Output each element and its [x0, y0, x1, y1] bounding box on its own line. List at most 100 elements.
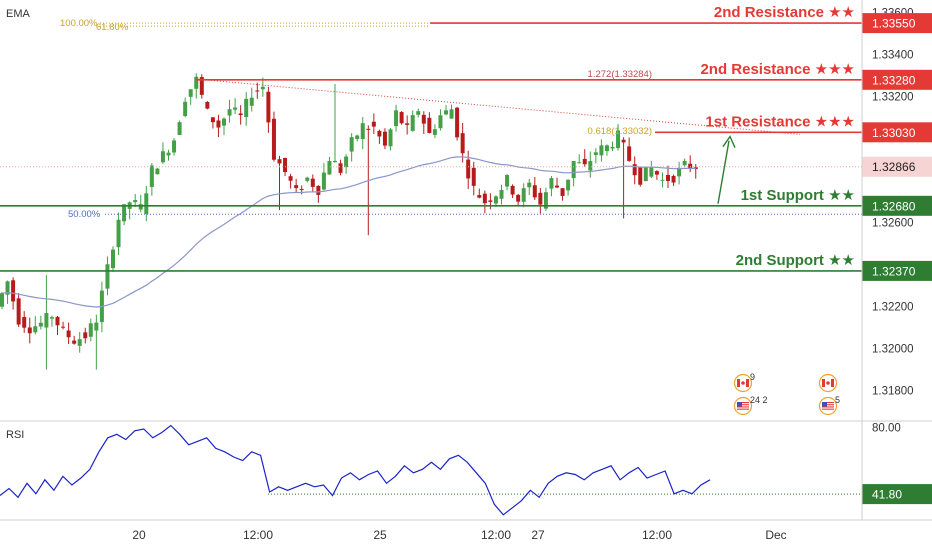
candle-body[interactable]	[621, 139, 626, 143]
ema-indicator-label[interactable]: EMA	[6, 8, 31, 20]
candle-body[interactable]	[0, 293, 4, 307]
candle-body[interactable]	[61, 326, 66, 328]
candle-body[interactable]	[666, 174, 670, 181]
candle-body[interactable]	[538, 192, 543, 205]
candle-body[interactable]	[11, 280, 16, 302]
price-pane[interactable]: 1.33400 1.33200 1.32600 1.32200 1.32000 1.318…	[0, 4, 932, 416]
candle-body[interactable]	[638, 167, 643, 185]
candle-body[interactable]	[333, 160, 337, 163]
candle-body[interactable]	[532, 185, 537, 198]
candle-body[interactable]	[371, 121, 376, 127]
candle-body[interactable]	[405, 123, 410, 125]
candle-body[interactable]	[16, 298, 21, 325]
candle-body[interactable]	[449, 109, 454, 119]
candle-body[interactable]	[477, 195, 482, 198]
candle-body[interactable]	[166, 152, 171, 156]
candle-body[interactable]	[338, 163, 343, 173]
candle-body[interactable]	[627, 146, 632, 161]
candle-body[interactable]	[488, 200, 493, 202]
candle-body[interactable]	[394, 110, 399, 127]
candle-body[interactable]	[616, 130, 621, 149]
candle-body[interactable]	[33, 326, 38, 333]
candle-body[interactable]	[482, 193, 487, 204]
candle-body[interactable]	[377, 130, 382, 137]
candle-body[interactable]	[599, 145, 604, 156]
candle-body[interactable]	[549, 178, 554, 189]
candle-body[interactable]	[516, 194, 521, 202]
candle-body[interactable]	[416, 111, 421, 115]
candle-body[interactable]	[682, 160, 687, 166]
candle-body[interactable]	[510, 185, 515, 195]
candle-body[interactable]	[582, 158, 587, 165]
canada-event-icon[interactable]	[818, 373, 838, 393]
candle-body[interactable]	[543, 192, 548, 209]
candle-body[interactable]	[466, 159, 471, 179]
candle-body[interactable]	[233, 107, 238, 110]
candle-body[interactable]	[632, 164, 637, 176]
candle-body[interactable]	[288, 176, 293, 181]
candle-body[interactable]	[72, 340, 77, 344]
projection-arrow[interactable]	[717, 140, 730, 204]
candle-body[interactable]	[210, 117, 215, 123]
candle-body[interactable]	[560, 188, 565, 196]
candle-body[interactable]	[172, 140, 177, 153]
candle-body[interactable]	[421, 114, 426, 124]
candle-body[interactable]	[5, 281, 10, 295]
candle-body[interactable]	[216, 120, 221, 128]
time-axis[interactable]: 20 12:00 25 12:00 27 12:00 Dec	[132, 528, 786, 542]
candle-body[interactable]	[249, 97, 254, 106]
candle-body[interactable]	[266, 91, 271, 123]
candle-body[interactable]	[493, 196, 498, 204]
candle-body[interactable]	[77, 339, 82, 346]
candle-body[interactable]	[155, 168, 160, 175]
candle-body[interactable]	[38, 322, 43, 327]
us-event-icon[interactable]	[733, 396, 753, 416]
candle-body[interactable]	[277, 159, 282, 164]
canada-event-icon[interactable]	[733, 373, 753, 393]
candle-body[interactable]	[660, 179, 665, 181]
candle-body[interactable]	[299, 189, 304, 191]
rsi-line[interactable]	[0, 424, 711, 516]
candle-body[interactable]	[593, 152, 598, 155]
candle-body[interactable]	[521, 188, 526, 202]
candle-body[interactable]	[649, 167, 654, 177]
candle-body[interactable]	[566, 179, 571, 191]
candle-body[interactable]	[499, 189, 504, 199]
candle-body[interactable]	[610, 146, 615, 149]
candle-body[interactable]	[677, 167, 682, 177]
candle-body[interactable]	[22, 317, 27, 328]
candle-body[interactable]	[133, 200, 138, 203]
ema-line[interactable]	[1, 156, 696, 308]
candle-body[interactable]	[205, 101, 210, 109]
candle-body[interactable]	[283, 158, 288, 173]
candle-body[interactable]	[604, 145, 609, 152]
candle-body[interactable]	[316, 185, 321, 195]
candle-body[interactable]	[505, 175, 510, 187]
candle-body[interactable]	[471, 167, 476, 186]
candle-body[interactable]	[688, 163, 693, 169]
candle-body[interactable]	[27, 327, 32, 334]
candle-body[interactable]	[122, 204, 127, 222]
candle-body[interactable]	[321, 172, 326, 190]
candle-body[interactable]	[671, 175, 676, 183]
candle-body[interactable]	[305, 177, 310, 181]
candle-body[interactable]	[244, 98, 249, 118]
candle-body[interactable]	[438, 115, 443, 129]
candle-body[interactable]	[366, 128, 371, 130]
candle-body[interactable]	[138, 204, 143, 210]
rsi-pane[interactable]: 80.00 41.80	[0, 422, 932, 516]
us-event-icon[interactable]	[818, 396, 838, 416]
candle-body[interactable]	[44, 313, 49, 328]
candle-body[interactable]	[177, 122, 182, 135]
candle-body[interactable]	[111, 249, 115, 269]
candle-body[interactable]	[355, 135, 360, 139]
candle-body[interactable]	[327, 160, 332, 175]
candle-body[interactable]	[427, 117, 432, 133]
candle-body[interactable]	[66, 330, 71, 338]
candle-body[interactable]	[83, 332, 88, 339]
candle-body[interactable]	[349, 137, 354, 152]
candle-body[interactable]	[255, 90, 260, 92]
candle-body[interactable]	[55, 316, 60, 326]
candle-body[interactable]	[160, 151, 165, 163]
